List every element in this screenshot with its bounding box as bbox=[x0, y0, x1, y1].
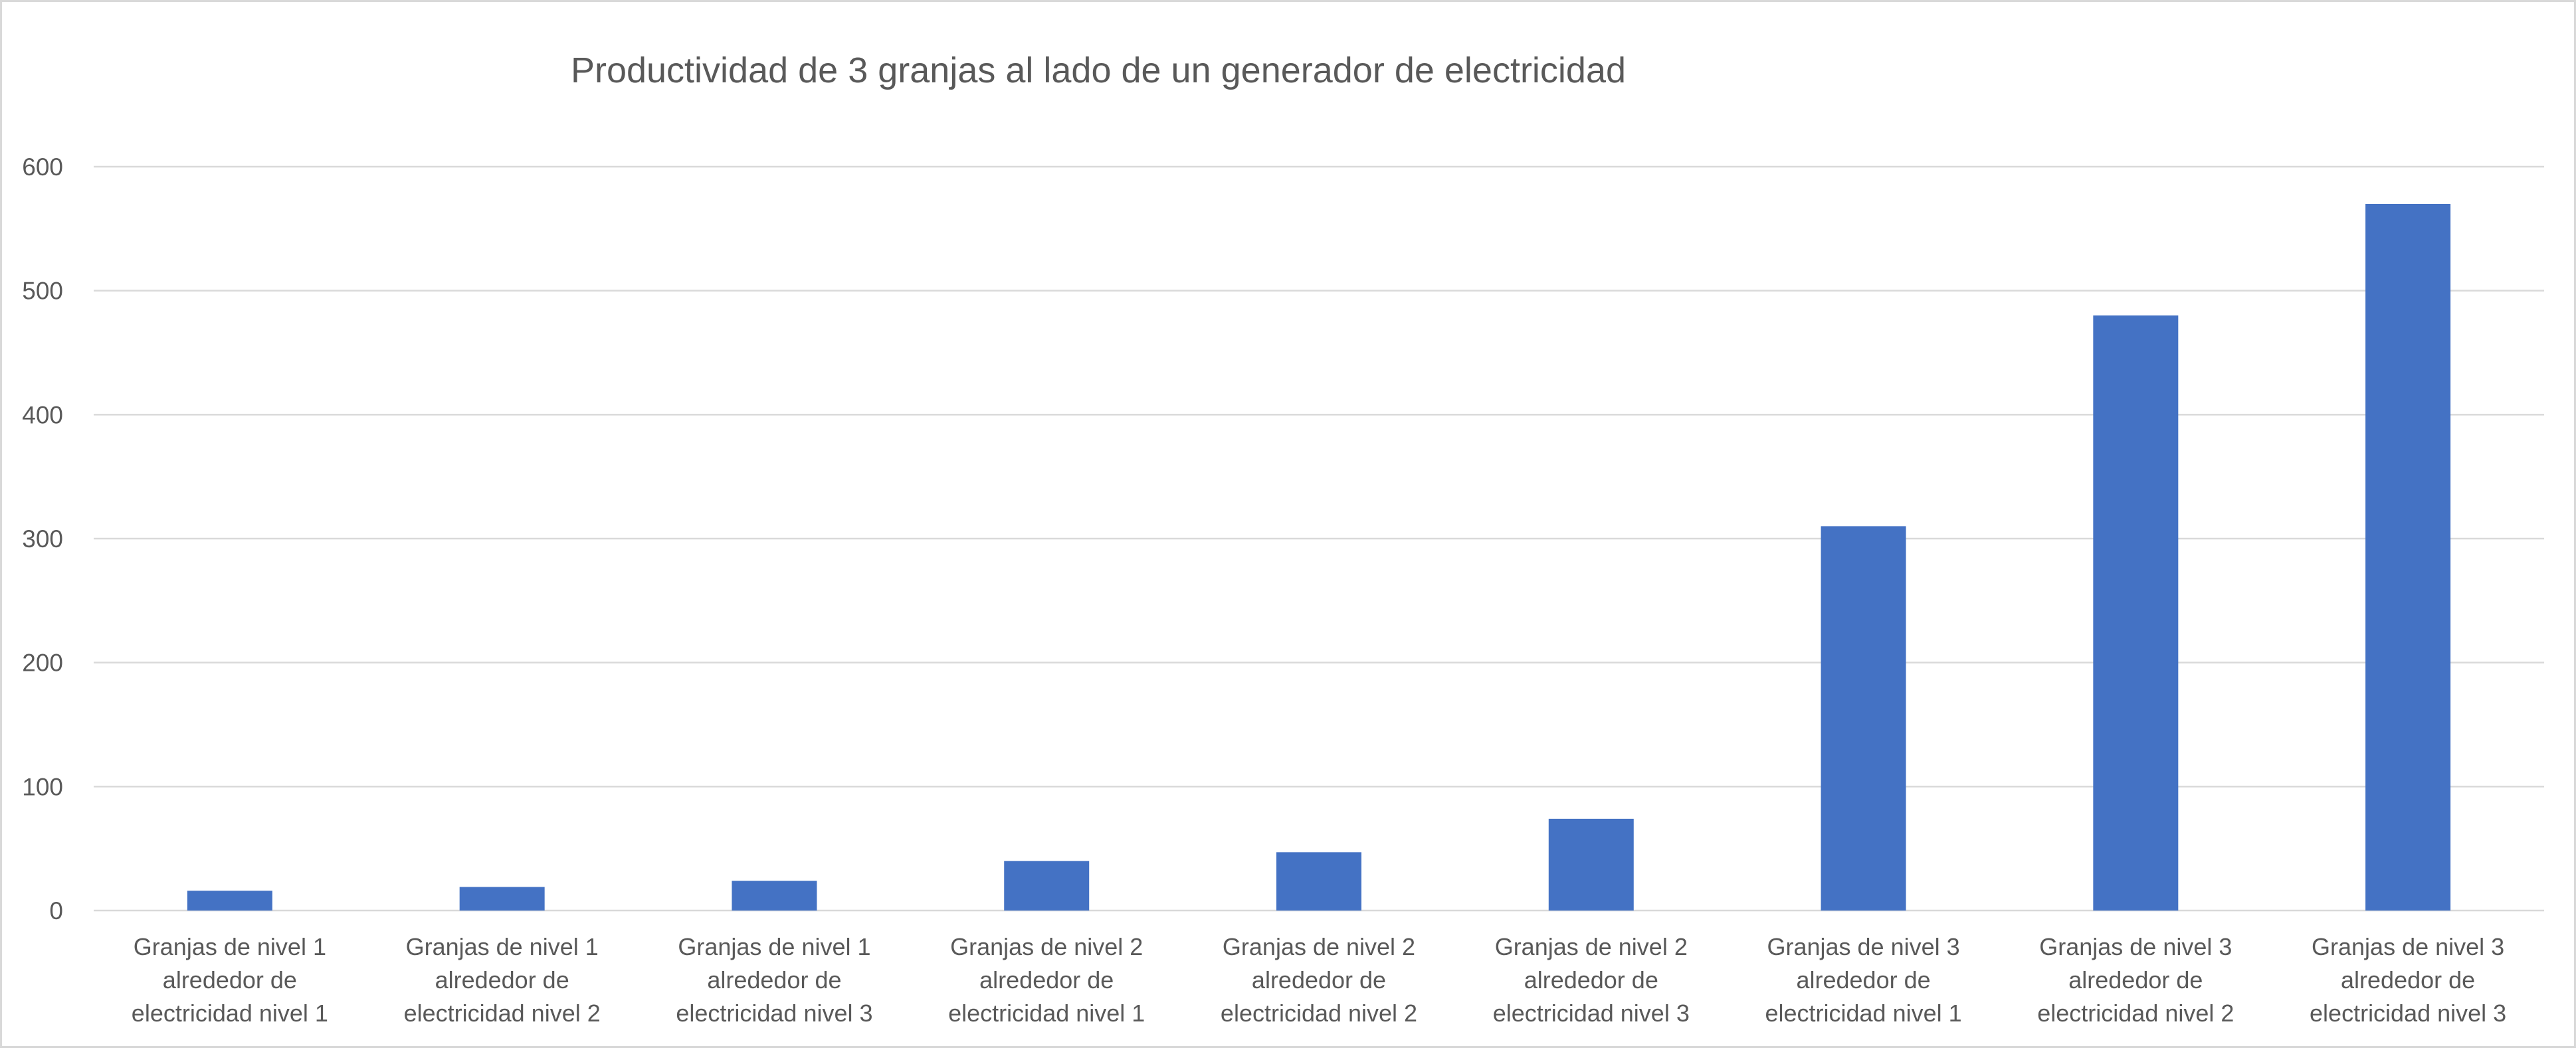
bar bbox=[1821, 526, 1906, 911]
x-tick-label: Granjas de nivel 3 bbox=[2312, 933, 2504, 960]
x-tick-label: electricidad nivel 3 bbox=[1493, 1000, 1690, 1027]
bar bbox=[732, 881, 817, 911]
x-tick-label: alrededor de bbox=[435, 966, 569, 994]
y-tick-label: 600 bbox=[22, 153, 63, 181]
bar bbox=[1004, 861, 1090, 911]
y-tick-label: 0 bbox=[49, 897, 63, 924]
y-tick-label: 200 bbox=[22, 650, 63, 677]
x-tick-label: electricidad nivel 1 bbox=[132, 1000, 328, 1027]
x-tick-label: Granjas de nivel 2 bbox=[950, 933, 1143, 960]
x-tick-label: alrededor de bbox=[707, 966, 841, 994]
x-tick-label: Granjas de nivel 1 bbox=[134, 933, 326, 960]
x-tick-label: alrededor de bbox=[163, 966, 297, 994]
y-tick-label: 500 bbox=[22, 278, 63, 305]
x-tick-label: alrededor de bbox=[1252, 966, 1386, 994]
bar bbox=[459, 887, 545, 911]
x-tick-label: Granjas de nivel 3 bbox=[1767, 933, 1959, 960]
bar bbox=[2093, 315, 2179, 911]
bar bbox=[2365, 204, 2451, 911]
x-tick-label: alrededor de bbox=[1524, 966, 1658, 994]
x-tick-label: alrededor de bbox=[2068, 966, 2203, 994]
bar bbox=[1548, 818, 1634, 911]
x-tick-label: electricidad nivel 2 bbox=[2037, 1000, 2234, 1027]
x-tick-label: electricidad nivel 1 bbox=[1765, 1000, 1961, 1027]
x-tick-label: electricidad nivel 3 bbox=[676, 1000, 872, 1027]
bar bbox=[1276, 852, 1361, 911]
x-tick-label: Granjas de nivel 3 bbox=[2039, 933, 2232, 960]
x-tick-label: electricidad nivel 1 bbox=[948, 1000, 1145, 1027]
x-tick-label: Granjas de nivel 2 bbox=[1223, 933, 1415, 960]
x-tick-label: alrededor de bbox=[1796, 966, 1930, 994]
x-tick-label: alrededor de bbox=[2341, 966, 2475, 994]
x-tick-label: electricidad nivel 2 bbox=[404, 1000, 601, 1027]
bar bbox=[187, 891, 272, 911]
y-tick-label: 300 bbox=[22, 525, 63, 553]
chart-title: Productividad de 3 granjas al lado de un… bbox=[570, 50, 1627, 90]
x-tick-label: alrededor de bbox=[979, 966, 1114, 994]
y-tick-label: 100 bbox=[22, 773, 63, 800]
x-tick-label: electricidad nivel 2 bbox=[1221, 1000, 1417, 1027]
x-tick-label: Granjas de nivel 1 bbox=[678, 933, 870, 960]
y-tick-label: 400 bbox=[22, 401, 63, 428]
x-tick-label: electricidad nivel 3 bbox=[2310, 1000, 2506, 1027]
x-tick-label: Granjas de nivel 2 bbox=[1495, 933, 1688, 960]
x-tick-label: Granjas de nivel 1 bbox=[406, 933, 599, 960]
